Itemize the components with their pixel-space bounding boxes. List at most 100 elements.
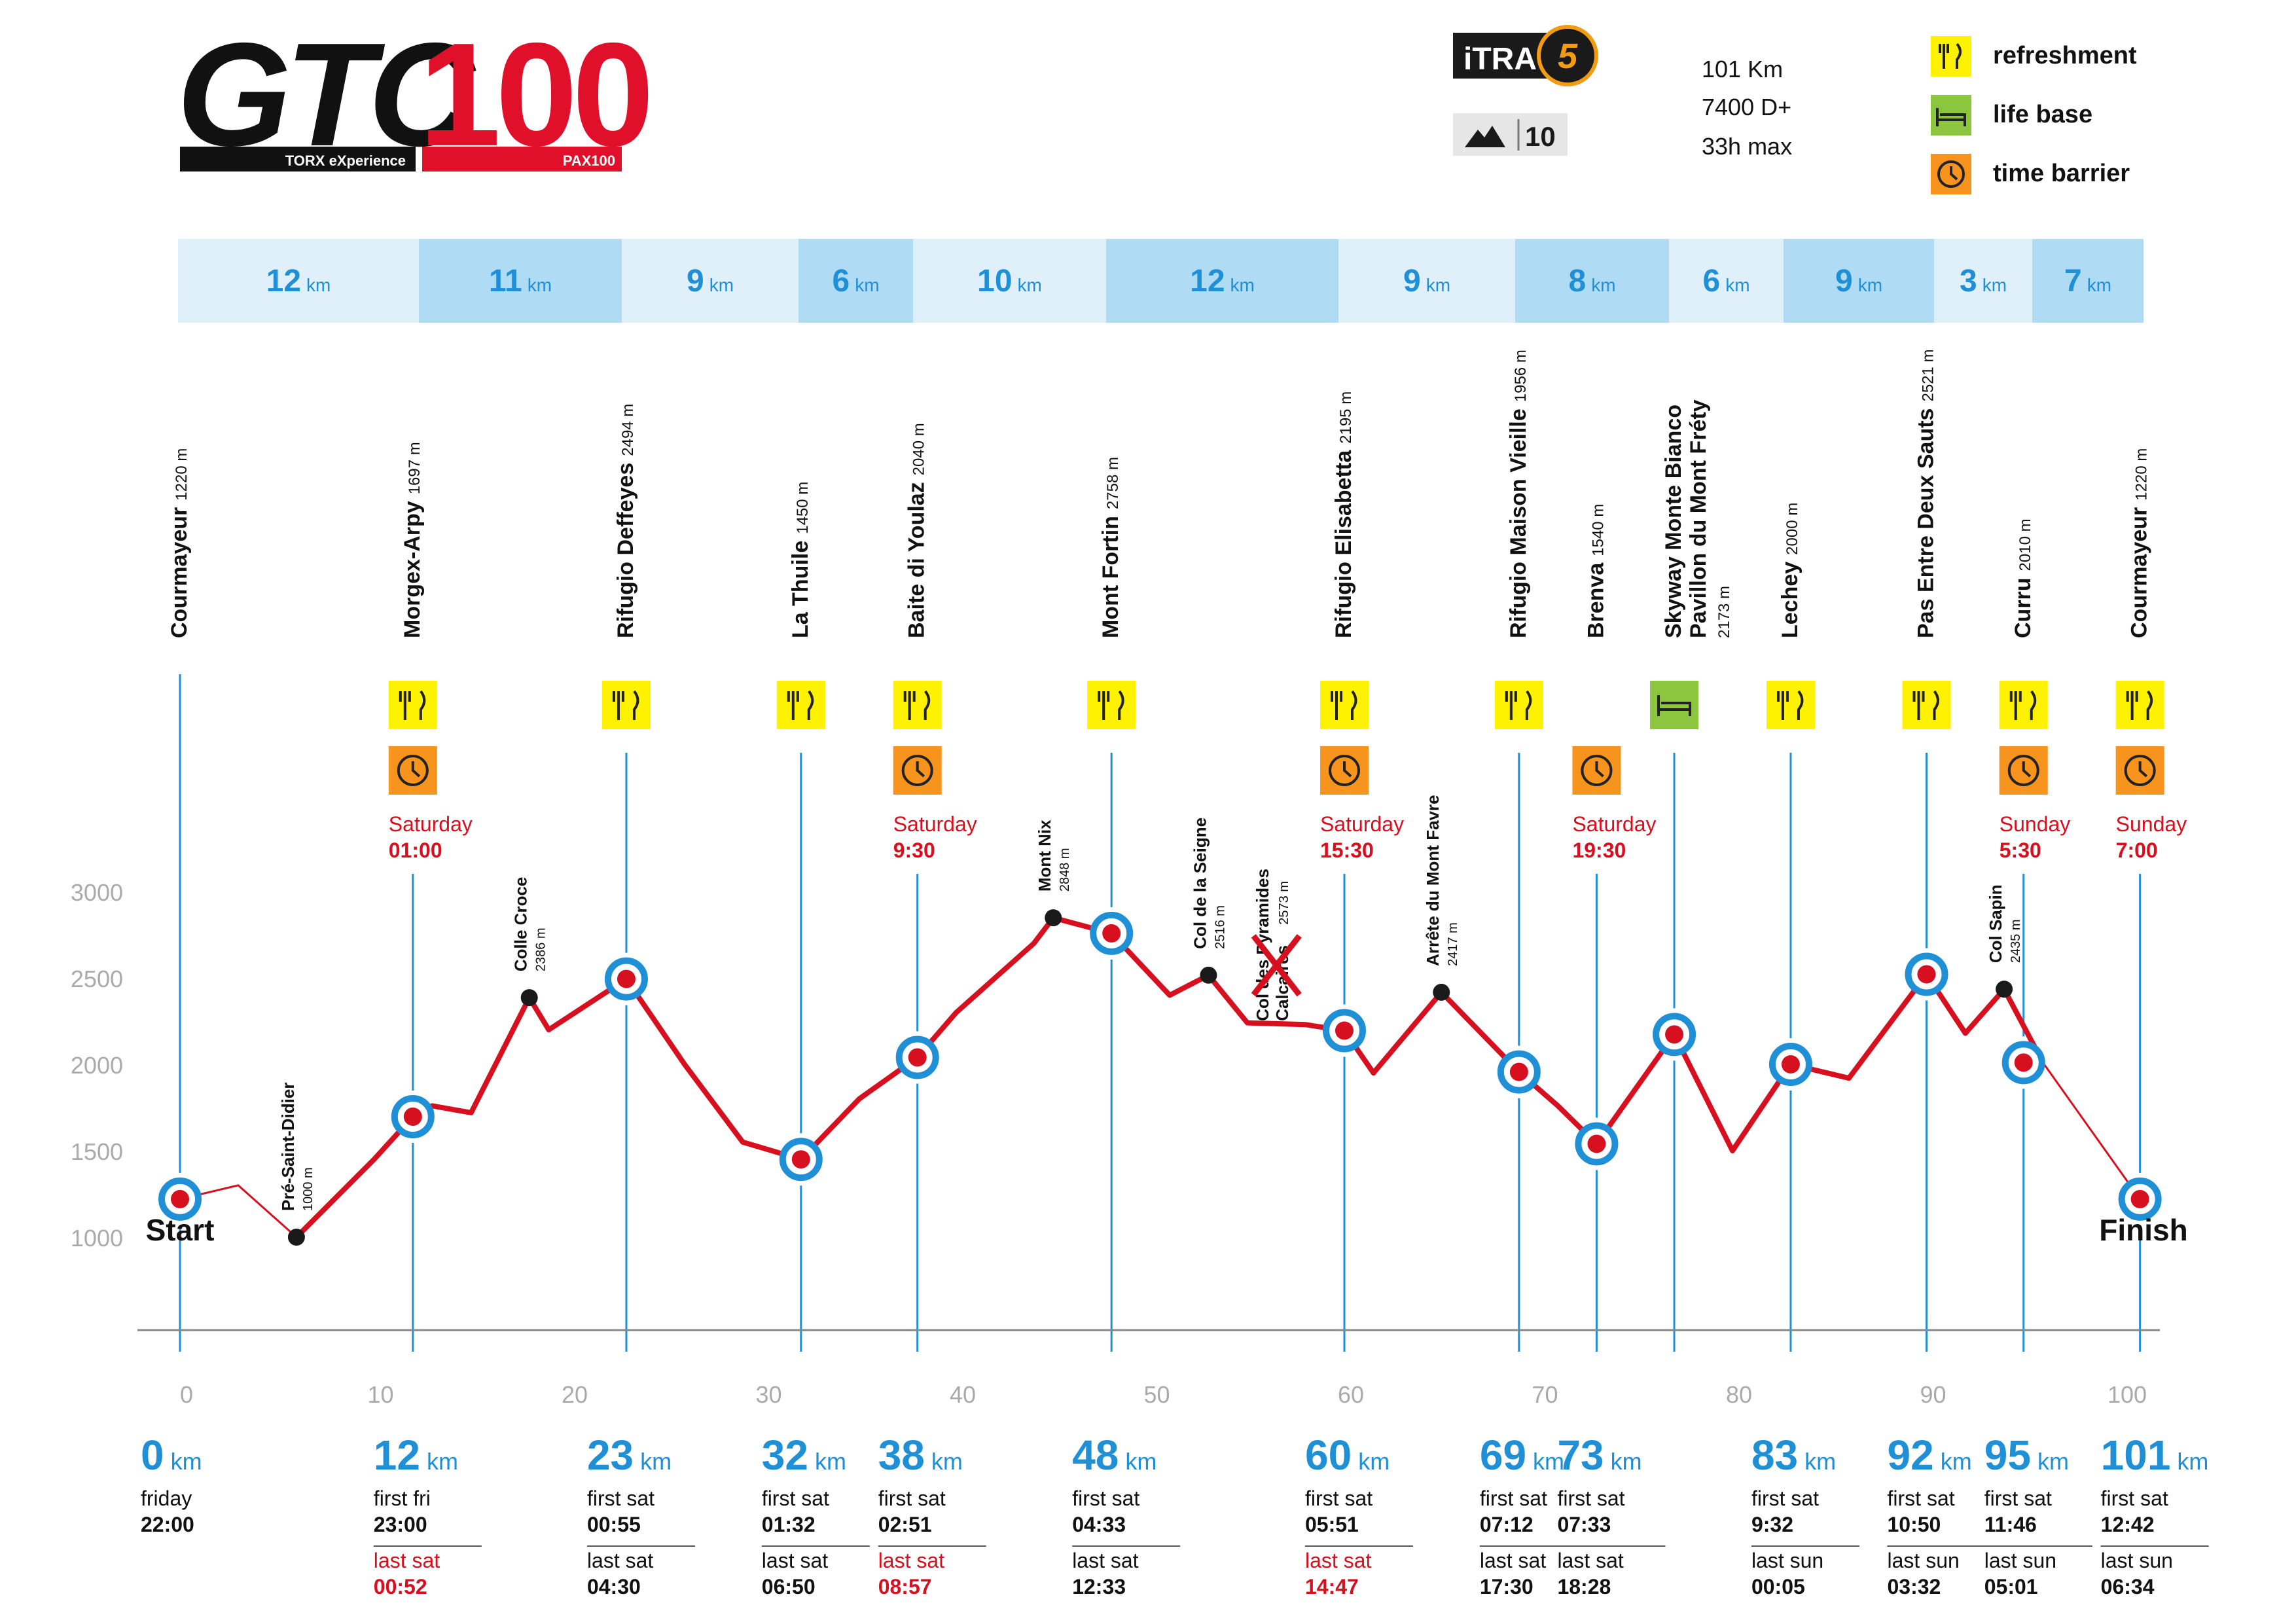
checkpoint-marker-center [1781,1055,1800,1074]
checkpoint-marker-center [1509,1062,1528,1081]
segment-distance: 12 km [266,264,331,298]
x-tick-label: 20 [562,1381,588,1408]
checkpoint-name: Baite di Youlaz2040 m [905,423,929,638]
segment-distance: 8 km [1568,264,1615,298]
y-tick-label: 1500 [71,1138,123,1165]
fork-knife-glyph [1912,690,1939,720]
itra-badge: iTRA 5 10 [1453,25,1598,156]
first-arrival-time: 05:51 [1305,1513,1359,1536]
fork-knife-glyph [612,690,639,720]
start-label: Start [146,1213,215,1247]
segment-distance: 9 km [1835,264,1882,298]
checkpoint-marker-center [2014,1053,2033,1072]
refreshment-icon [776,681,825,729]
legend-label: life base [1993,101,2092,128]
first-arrival-time: 07:33 [1557,1513,1611,1536]
checkpoint-marker-center [2130,1189,2149,1208]
fork-knife-glyph [1776,690,1804,720]
last-arrival-time: 18:28 [1557,1575,1611,1598]
refreshment-icon [601,681,651,729]
itra-points: 5 [1558,37,1578,76]
segment-cell [2032,239,2144,323]
first-arrival-time: 00:55 [587,1513,641,1536]
clock-glyph [2124,755,2156,786]
segment-cell [798,239,913,323]
segment-distance: 9 km [1403,264,1450,298]
segment-bar: 12 km 11 km 9 km 6 km 10 km 12 km 9 km 8 km 6 km 9 km 3 km 7 km [178,239,2144,323]
last-arrival-time: 06:34 [2101,1575,2155,1598]
refreshment-icon [1087,681,1136,729]
pass-marker [1200,966,1217,984]
checkpoint-name: Courmayeur1220 m [167,448,192,638]
first-arrival-label: first sat [1984,1487,2052,1510]
logo-bar-black [180,147,416,171]
checkpoint-marker-center [1102,924,1121,943]
refreshment-icon [388,681,437,729]
first-arrival-time: 01:32 [762,1513,816,1536]
fork-knife-glyph [903,690,931,720]
legend: refreshment life base time barrier [1931,36,2137,194]
clock-hands-glyph [2138,761,2147,778]
legend-label: refreshment [1993,42,2137,69]
checkpoint-marker-center [1335,1021,1354,1040]
barrier-time: 5:30 [2000,839,2041,862]
checkpoint-timetable: 0 km friday 22:00 12 km first fri 23:00 last sat… [141,1432,2209,1598]
barrier-day: Saturday [1320,812,1404,836]
pass-name: Arrête du Mont Favre [1423,795,1443,966]
last-arrival-time: 00:52 [374,1575,427,1598]
checkpoint-distance: 101 km [2101,1432,2209,1479]
pass-altitude: 2516 m [1213,905,1227,949]
checkpoint-marker-center [403,1107,422,1126]
first-arrival-time: 9:32 [1751,1513,1793,1536]
last-arrival-label: last sun [1888,1549,1960,1572]
legend-label: time barrier [1993,160,2130,187]
barrier-time: 15:30 [1320,839,1374,862]
fork-knife-glyph [1331,690,1357,720]
first-arrival-time: 04:33 [1072,1513,1126,1536]
x-tick-label: 90 [1920,1381,1946,1408]
logo-bar-red [422,147,622,171]
segment-distance: 10 km [977,264,1042,298]
y-axis: 1000 1500 2000 2500 3000 [71,879,2160,1331]
race-stats: 101 Km 7400 D+ 33h max [1702,56,1792,160]
checkpoint-distance: 83 km [1751,1432,1836,1479]
y-tick-label: 2000 [71,1052,123,1079]
barrier-day: Saturday [1572,812,1656,836]
first-arrival-time: 07:12 [1480,1513,1534,1536]
checkpoint-distance: 12 km [374,1432,458,1479]
logo-sub-left: TORX eXperience [285,153,406,169]
checkpoint-name: Rifugio Deffeyes2494 m [613,404,638,638]
itra-points-circle [1537,25,1598,86]
y-tick-label: 1000 [71,1225,123,1252]
bed-glyph [1657,695,1692,716]
checkpoint-name: La Thuile1450 m [788,482,813,638]
checkpoint-name: Curru2010 m [2011,518,2036,638]
first-arrival-label: friday [141,1487,192,1510]
last-arrival-label: last sun [1751,1549,1823,1572]
race-time-limit: 33h max [1702,133,1792,160]
last-arrival-label: last sat [374,1549,440,1572]
pass-name: Pré-Saint-Didier [278,1083,298,1212]
segment-distance: 3 km [1960,264,2007,298]
first-arrival-label: first sat [878,1487,946,1510]
bed-glyph [1936,108,1966,126]
checkpoint-marker-center [1587,1134,1606,1153]
checkpoint-distance: 95 km [1984,1432,2069,1479]
refreshment-icon [1902,681,1951,729]
first-arrival-label: first sat [1751,1487,1819,1510]
clock-glyph [1937,160,1965,188]
finish-label: Finish [2099,1213,2187,1247]
first-arrival-time: 22:00 [141,1513,194,1536]
clock-glyph [1329,755,1360,786]
barrier-day: Saturday [389,812,473,836]
last-arrival-time: 14:47 [1305,1575,1359,1598]
first-arrival-label: first sat [762,1487,829,1510]
pass-marker [1996,981,2013,998]
clock-hands-glyph [1595,761,1604,778]
segment-cell [1515,239,1669,323]
last-arrival-label: last sat [762,1549,828,1572]
logo-sub-right: PAX100 [563,153,615,169]
x-tick-label: 60 [1338,1381,1364,1408]
checkpoint-name: Rifugio Elisabetta2195 m [1331,391,1356,638]
last-arrival-label: last sat [878,1549,944,1572]
